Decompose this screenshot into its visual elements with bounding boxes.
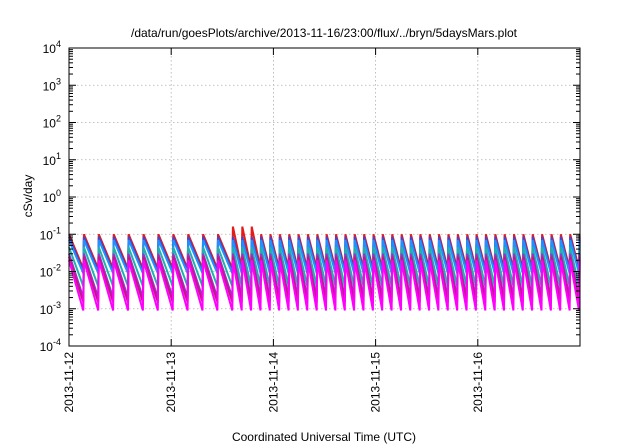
series-line bbox=[68, 239, 581, 274]
y-tick-labels: 104 103 102 101 100 10-1 10-2 10-3 10-4 bbox=[40, 39, 61, 354]
series-line bbox=[68, 246, 581, 287]
series-group bbox=[68, 226, 581, 311]
x-tick-label: 2013-11-16 bbox=[471, 352, 485, 413]
y-tick-label: 101 bbox=[43, 151, 61, 168]
y-tick-label: 103 bbox=[43, 76, 61, 93]
y-tick-label: 10-1 bbox=[40, 225, 61, 242]
series-line bbox=[68, 260, 581, 311]
y-tick-label: 100 bbox=[43, 188, 61, 205]
y-tick-label: 102 bbox=[43, 114, 61, 131]
x-axis-label: Coordinated Universal Time (UTC) bbox=[232, 430, 416, 444]
axis-ticks bbox=[68, 47, 580, 347]
x-tick-label: 2013-11-13 bbox=[164, 352, 178, 413]
y-tick-label: 104 bbox=[43, 39, 61, 56]
chart-title: /data/run/goesPlots/archive/2013-11-16/2… bbox=[131, 26, 518, 40]
y-tick-label: 10-2 bbox=[40, 263, 61, 280]
series-line bbox=[68, 256, 581, 303]
x-tick-labels: 2013-11-12 2013-11-13 2013-11-14 2013-11-15… bbox=[62, 352, 485, 413]
x-tick-label: 2013-11-15 bbox=[369, 352, 383, 413]
y-tick-label: 10-3 bbox=[40, 300, 61, 317]
x-tick-label: 2013-11-14 bbox=[266, 352, 280, 413]
x-tick-label: 2013-11-12 bbox=[62, 352, 76, 413]
y-axis-label: cSv/day bbox=[21, 175, 35, 218]
y-tick-label: 10-4 bbox=[40, 337, 61, 354]
grid bbox=[69, 48, 580, 346]
